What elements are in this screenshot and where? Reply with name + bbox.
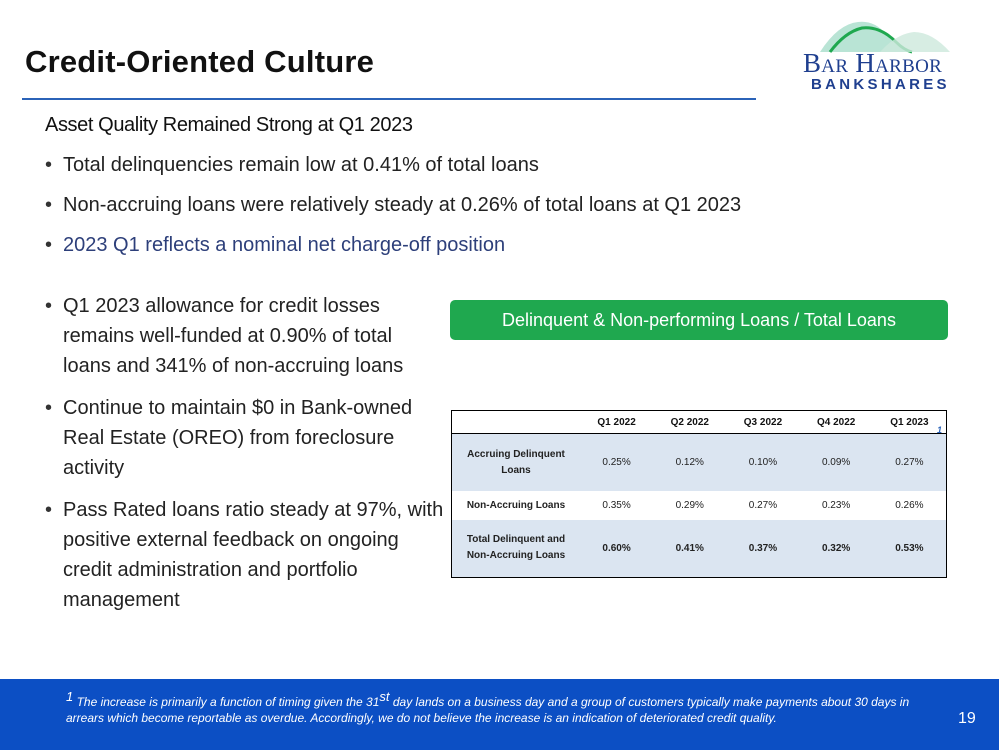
table-header-row: Q1 2022 Q2 2022 Q3 2022 Q4 2022 Q1 2023 … <box>452 411 946 435</box>
table-row: Accruing Delinquent Loans 0.25% 0.12% 0.… <box>452 433 946 492</box>
logo-text-bankshares: BANKSHARES <box>811 76 950 93</box>
page-number: 19 <box>958 710 976 727</box>
mountain-logo-icon <box>820 21 950 54</box>
table-cell: 0.32% <box>799 519 873 577</box>
table-cell: 0.35% <box>602 500 631 512</box>
footnote-text: 1 The increase is primarily a function o… <box>66 689 946 726</box>
bullet-item: Non-accruing loans were relatively stead… <box>45 190 945 220</box>
title-divider <box>22 98 756 100</box>
page-title: Credit-Oriented Culture <box>25 44 375 79</box>
row-label: Accruing Delinquent Loans <box>452 433 580 492</box>
table-title-banner: Delinquent & Non-performing Loans / Tota… <box>450 300 948 340</box>
footnote-ordinal: st <box>379 689 390 704</box>
column-header-label: Q1 2023 <box>890 416 929 428</box>
table-cell: 0.25% <box>580 433 654 492</box>
table-cell: 0.41% <box>653 519 727 577</box>
row-label: Total Delinquent and Non-Accruing Loans <box>452 519 580 577</box>
table-cell: 0.12% <box>653 433 727 492</box>
loans-table: Q1 2022 Q2 2022 Q3 2022 Q4 2022 Q1 2023 … <box>452 411 946 577</box>
bullet-item: Q1 2023 allowance for credit losses rema… <box>45 291 445 381</box>
footnote-part: The increase is primarily a function of … <box>76 695 380 709</box>
section-subtitle: Asset Quality Remained Strong at Q1 2023 <box>45 114 413 136</box>
bullet-item: Total delinquencies remain low at 0.41% … <box>45 150 945 180</box>
table-row: Non-Accruing Loans 0.35% 0.29% 0.27% 0.2… <box>452 491 946 520</box>
column-header-q1-2023: Q1 2023 1 <box>872 411 946 435</box>
loans-table-container: Q1 2022 Q2 2022 Q3 2022 Q4 2022 Q1 2023 … <box>451 410 947 578</box>
table-cell: 0.10% <box>726 433 800 492</box>
column-header: Q4 2022 <box>799 411 873 434</box>
company-logo: Bar Harbor BANKSHARES <box>800 12 970 102</box>
table-cell: 0.27% <box>748 500 778 512</box>
bullet-item: 2023 Q1 reflects a nominal net charge-of… <box>45 230 945 260</box>
column-header: Q2 2022 <box>653 411 727 434</box>
table-cell: 0.60% <box>580 519 654 577</box>
table-row-total: Total Delinquent and Non-Accruing Loans … <box>452 519 946 577</box>
footnote-part: day lands on a business day and a group … <box>66 695 910 725</box>
table-cell: 0.53% <box>872 519 946 577</box>
logo-text-bar-harbor: Bar Harbor <box>803 48 943 78</box>
bullet-item: Pass Rated loans ratio steady at 97%, wi… <box>45 495 445 615</box>
table-cell: 0.23% <box>821 500 851 512</box>
left-bullet-list: Q1 2023 allowance for credit losses rema… <box>45 291 445 627</box>
column-header: Q3 2022 <box>726 411 800 434</box>
footnote-number: 1 <box>66 689 74 704</box>
table-cell: 0.29% <box>675 500 704 512</box>
table-corner <box>452 411 580 434</box>
footer-bar: 1 The increase is primarily a function o… <box>0 679 999 750</box>
table-cell: 0.27% <box>872 433 946 492</box>
top-bullet-list: Total delinquencies remain low at 0.41% … <box>45 150 945 270</box>
table-cell: 0.09% <box>799 433 873 492</box>
footnote-marker: 1 <box>936 425 942 435</box>
bullet-item: Continue to maintain $0 in Bank-owned Re… <box>45 393 445 483</box>
table-cell: 0.37% <box>726 519 800 577</box>
table-cell: 0.26% <box>895 500 924 512</box>
row-label: Non-Accruing Loans <box>466 499 566 511</box>
column-header: Q1 2022 <box>580 411 654 434</box>
